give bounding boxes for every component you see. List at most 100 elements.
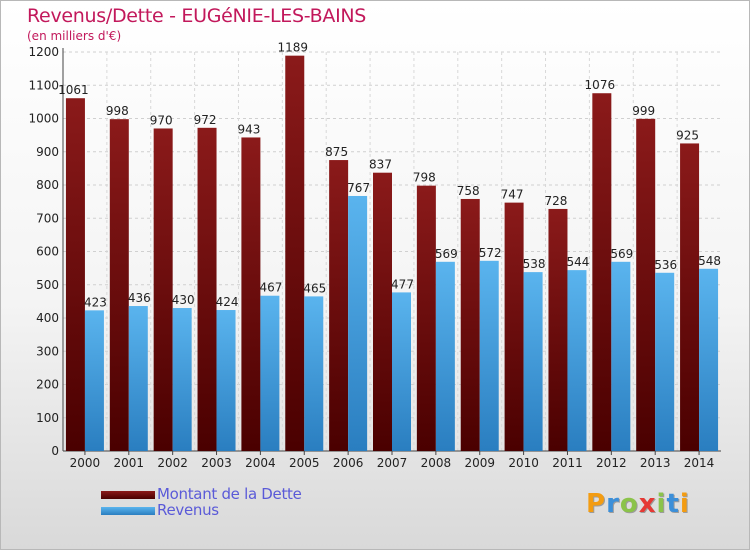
debt-value-label: 837 xyxy=(369,158,392,172)
x-tick-label: 2004 xyxy=(245,456,276,470)
revenue-value-label: 423 xyxy=(84,295,107,309)
y-tick-label: 400 xyxy=(36,311,59,325)
logo-letter: i xyxy=(656,489,667,519)
revenue-value-label: 536 xyxy=(654,258,677,272)
logo-letter: P xyxy=(586,489,607,519)
y-tick-label: 0 xyxy=(51,444,59,458)
x-tick-label: 2008 xyxy=(421,456,452,470)
x-tick-label: 2005 xyxy=(289,456,320,470)
revenue-bar xyxy=(479,260,499,451)
debt-value-label: 747 xyxy=(501,188,524,202)
y-tick-label: 1000 xyxy=(28,112,59,126)
revenue-bar xyxy=(392,292,411,451)
x-tick-label: 2006 xyxy=(333,456,364,470)
logo-letter: o xyxy=(619,489,639,519)
chart-subtitle: (en milliers d'€) xyxy=(27,29,122,43)
debt-swatch xyxy=(101,491,155,499)
revenue-bar xyxy=(172,308,192,451)
x-tick-label: 2003 xyxy=(201,456,232,470)
y-tick-label: 500 xyxy=(36,278,59,292)
debt-value-label: 943 xyxy=(237,122,260,136)
revenue-value-label: 467 xyxy=(259,281,282,295)
debt-bar xyxy=(592,93,612,451)
chart-title: Revenus/Dette - EUGéNIE-LES-BAINS xyxy=(27,5,367,27)
logo-letter: x xyxy=(638,489,657,519)
debt-value-label: 998 xyxy=(106,104,129,118)
revenue-bar xyxy=(435,261,455,451)
revenue-bar xyxy=(611,261,631,451)
debt-value-label: 925 xyxy=(676,128,699,142)
debt-bar xyxy=(109,119,129,451)
x-tick-label: 2011 xyxy=(552,456,583,470)
revenue-value-label: 569 xyxy=(435,247,458,261)
debt-value-label: 972 xyxy=(194,113,217,127)
debt-value-label: 1189 xyxy=(277,41,308,55)
debt-bar xyxy=(504,202,524,451)
y-tick-label: 600 xyxy=(36,245,59,259)
debt-bar xyxy=(680,143,700,451)
y-tick-label: 1200 xyxy=(28,45,59,59)
y-tick-label: 300 xyxy=(36,344,59,358)
x-tick-label: 2013 xyxy=(640,456,671,470)
revenue-value-label: 572 xyxy=(479,246,502,260)
logo-letter: r xyxy=(606,489,620,519)
revenue-bar xyxy=(84,310,104,451)
debt-bar xyxy=(416,185,436,452)
debt-bar xyxy=(373,172,392,451)
debt-value-label: 798 xyxy=(413,171,436,185)
x-tick-label: 2001 xyxy=(114,456,145,470)
y-tick-label: 100 xyxy=(36,411,59,425)
debt-value-label: 1076 xyxy=(585,78,616,92)
debt-bar xyxy=(329,160,349,451)
debt-bar xyxy=(460,198,480,451)
legend-label-revenue: Revenus xyxy=(157,501,219,519)
debt-value-label: 758 xyxy=(457,184,480,198)
legend-label-debt: Montant de la Dette xyxy=(157,485,302,503)
debt-bar xyxy=(636,118,656,452)
debt-value-label: 875 xyxy=(325,145,348,159)
debt-value-label: 999 xyxy=(632,104,655,118)
debt-bar xyxy=(153,128,173,451)
revenue-value-label: 465 xyxy=(303,281,326,295)
x-tick-label: 2012 xyxy=(596,456,627,470)
x-tick-label: 2000 xyxy=(70,456,101,470)
revenue-bar xyxy=(655,272,675,451)
x-tick-label: 2014 xyxy=(684,456,715,470)
x-tick-label: 2007 xyxy=(377,456,408,470)
revenue-value-label: 767 xyxy=(347,181,370,195)
debt-bar xyxy=(241,137,261,451)
proxiti-logo: Proxiti xyxy=(586,489,690,519)
revenue-value-label: 544 xyxy=(567,255,590,269)
debt-bar xyxy=(285,55,305,451)
revenue-bar xyxy=(523,272,543,451)
debt-bar xyxy=(197,127,217,451)
revenue-bar xyxy=(260,295,280,451)
revenue-value-label: 436 xyxy=(128,291,151,305)
revenue-bar xyxy=(567,270,587,451)
x-tick-label: 2010 xyxy=(508,456,539,470)
y-tick-label: 1100 xyxy=(28,78,59,92)
revenue-swatch xyxy=(101,507,155,515)
y-tick-label: 800 xyxy=(36,178,59,192)
value-labels: 1061 423 998 436 970 430 972 424 943 467 1189 465 87… xyxy=(58,41,721,310)
y-tick-label: 700 xyxy=(36,211,59,225)
revenue-value-label: 548 xyxy=(698,254,721,268)
debt-bar xyxy=(548,208,568,451)
bars xyxy=(65,55,719,452)
logo-letter: i xyxy=(679,489,690,519)
logo-letter: t xyxy=(666,489,680,519)
debt-value-label: 970 xyxy=(150,113,173,127)
revenue-bar xyxy=(216,310,236,451)
revenue-value-label: 477 xyxy=(391,277,414,291)
x-tick-label: 2002 xyxy=(157,456,188,470)
revenue-bar xyxy=(348,195,368,451)
debt-value-label: 1061 xyxy=(58,83,89,97)
axes: 0 100 200 300 400 500 600 700 800 900 1000 1100 1200… xyxy=(28,45,721,470)
revenue-value-label: 538 xyxy=(523,257,546,271)
revenue-bar xyxy=(304,296,324,451)
y-tick-label: 900 xyxy=(36,145,59,159)
y-tick-label: 200 xyxy=(36,378,59,392)
debt-bar xyxy=(65,98,85,451)
